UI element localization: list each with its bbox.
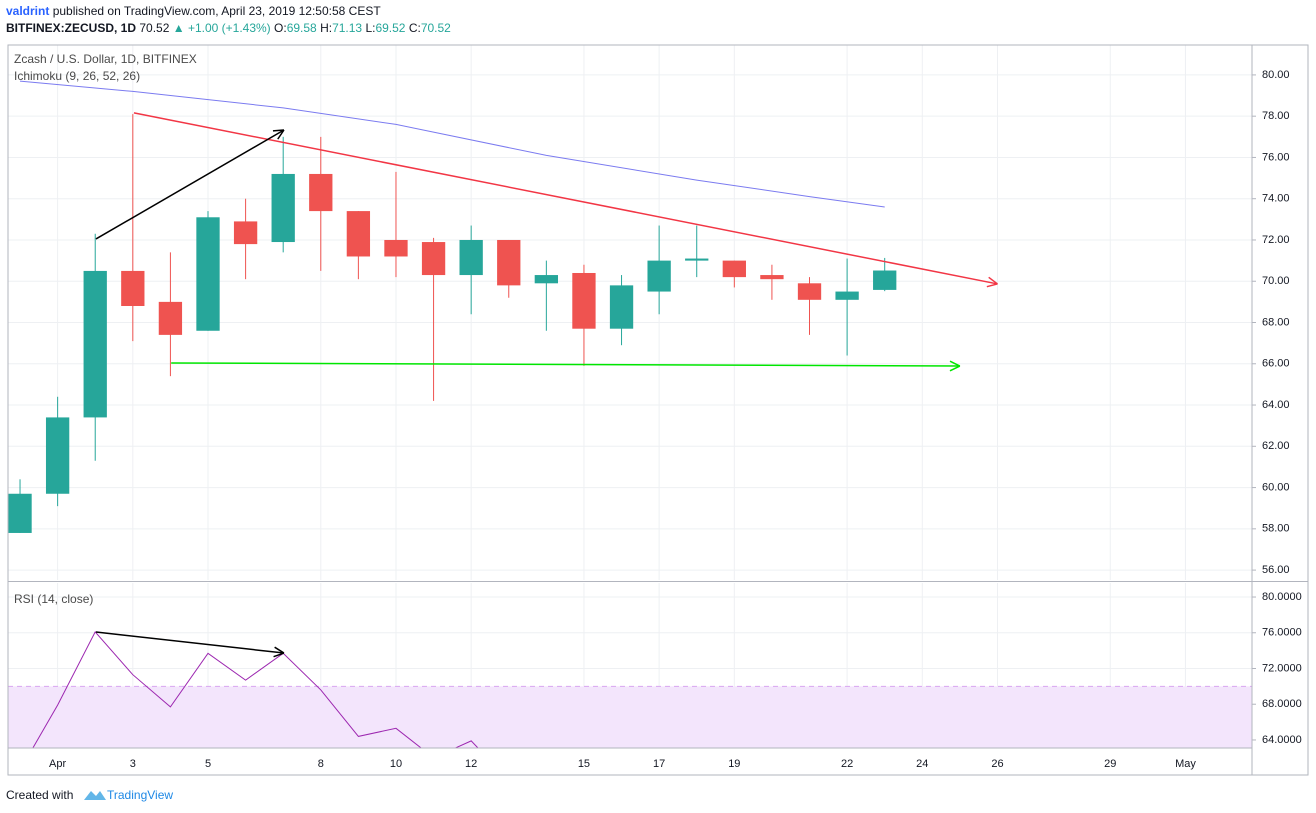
axes: Apr 3 5 8 10 12 15 17 19 22 24 26 29 May 56.00 58.00 60.… <box>49 69 1302 770</box>
y-tick-label: 56.00 <box>1262 564 1290 576</box>
y-tick-label: 78.00 <box>1262 110 1290 122</box>
rsi-line <box>32 631 479 748</box>
change: ▲ +1.00 (+1.43%) <box>173 21 271 35</box>
y-tick-label: 70.00 <box>1262 275 1290 287</box>
y-tick-label: 74.00 <box>1262 193 1290 205</box>
candle-body <box>121 270 145 307</box>
ohlc-label: H: <box>320 21 332 35</box>
footer-created: Created with <box>6 788 73 802</box>
indicator-line <box>19 80 885 208</box>
y-tick-label: 64.0000 <box>1262 734 1302 746</box>
candle-body <box>722 260 746 278</box>
ohlc-label: L: <box>365 21 375 35</box>
candle-body <box>835 291 859 300</box>
candle-body <box>534 275 559 284</box>
y-tick-label: 64.00 <box>1262 399 1290 411</box>
candle-body <box>8 493 32 533</box>
candle-body <box>421 242 446 276</box>
published: published on TradingView.com, April 23, … <box>53 4 382 18</box>
symbol-line: BITFINEX:ZECUSD, 1D 70.52 ▲ +1.00 (+1.43… <box>6 21 451 35</box>
frame <box>7 44 1309 776</box>
candle-body <box>83 270 107 418</box>
ohlc-value: 70.52 <box>421 21 451 35</box>
x-tick-label: 22 <box>841 758 853 770</box>
rsi-legend: RSI (14, close) <box>14 592 93 606</box>
x-tick-label: 17 <box>653 758 665 770</box>
x-tick-label: 10 <box>390 758 402 770</box>
candle-body <box>384 239 408 257</box>
y-tick-label: 68.0000 <box>1262 698 1302 710</box>
y-tick-label: 62.00 <box>1262 440 1290 452</box>
last-price: 70.52 <box>139 21 169 35</box>
y-tick-label: 58.00 <box>1262 523 1290 535</box>
arrow-head <box>277 129 285 140</box>
candle-body <box>45 417 70 494</box>
ohlc-value: 71.13 <box>332 21 362 35</box>
y-tick-label: 72.0000 <box>1262 662 1302 674</box>
price-pane <box>8 80 998 533</box>
candle-body <box>233 221 258 245</box>
trend-line <box>133 112 998 285</box>
footer-brand[interactable]: TradingView <box>107 788 173 802</box>
x-tick-label: 5 <box>205 758 211 770</box>
header-line: valdrint published on TradingView.com, A… <box>6 4 381 18</box>
candle-body <box>346 211 371 257</box>
y-tick-label: 60.00 <box>1262 481 1290 493</box>
candle-body <box>158 301 183 335</box>
publisher[interactable]: valdrint <box>6 4 49 18</box>
y-tick-label: 80.0000 <box>1262 591 1302 603</box>
candle-body <box>760 275 784 280</box>
logo <box>84 791 106 800</box>
candle-body <box>873 270 897 290</box>
candle-body <box>196 217 220 331</box>
x-tick-label: 3 <box>130 758 136 770</box>
candle-body <box>459 239 483 276</box>
candle-body <box>797 283 822 300</box>
ohlc-value: 69.58 <box>287 21 317 35</box>
ohlc-label: O: <box>274 21 287 35</box>
arrow-head <box>986 283 998 288</box>
x-tick-label: 29 <box>1104 758 1116 770</box>
trend-line <box>95 631 285 654</box>
y-tick-label: 76.00 <box>1262 151 1290 163</box>
x-tick-label: Apr <box>49 758 66 770</box>
trend-line <box>95 129 285 240</box>
trend-line <box>171 362 960 367</box>
ohlc-value: 69.52 <box>375 21 405 35</box>
x-tick-label: May <box>1175 758 1196 770</box>
y-tick-label: 80.00 <box>1262 69 1290 81</box>
x-tick-label: 15 <box>578 758 590 770</box>
y-tick-label: 72.00 <box>1262 234 1290 246</box>
x-tick-label: 19 <box>728 758 740 770</box>
y-tick-label: 68.00 <box>1262 316 1290 328</box>
x-tick-label: 8 <box>318 758 324 770</box>
arrow-head <box>273 652 285 658</box>
candle-body <box>572 272 596 329</box>
arrow-head <box>272 129 284 132</box>
candle-body <box>647 260 671 292</box>
candle-body <box>497 239 521 286</box>
candle-body <box>609 285 634 329</box>
y-tick-label: 66.00 <box>1262 358 1290 370</box>
x-tick-label: 24 <box>916 758 928 770</box>
overbought-band <box>8 686 1252 748</box>
ohlc-label: C: <box>409 21 421 35</box>
candle-body <box>271 173 295 243</box>
indicator-legend: Ichimoku (9, 26, 52, 26) <box>14 69 140 83</box>
y-tick-label: 76.0000 <box>1262 627 1302 639</box>
arrow-head <box>274 646 285 654</box>
arrow-head <box>949 365 961 372</box>
rsi-pane <box>8 631 1252 748</box>
price-legend: Zcash / U.S. Dollar, 1D, BITFINEX <box>14 52 197 66</box>
x-tick-label: 26 <box>991 758 1003 770</box>
x-tick-label: 12 <box>465 758 477 770</box>
candle-body <box>685 258 709 261</box>
arrow-head <box>949 360 961 367</box>
symbol: BITFINEX:ZECUSD, 1D <box>6 21 136 35</box>
arrow-head <box>988 276 998 285</box>
candle-body <box>309 173 333 212</box>
